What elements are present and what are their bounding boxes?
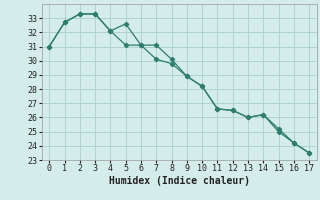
X-axis label: Humidex (Indice chaleur): Humidex (Indice chaleur): [109, 176, 250, 186]
